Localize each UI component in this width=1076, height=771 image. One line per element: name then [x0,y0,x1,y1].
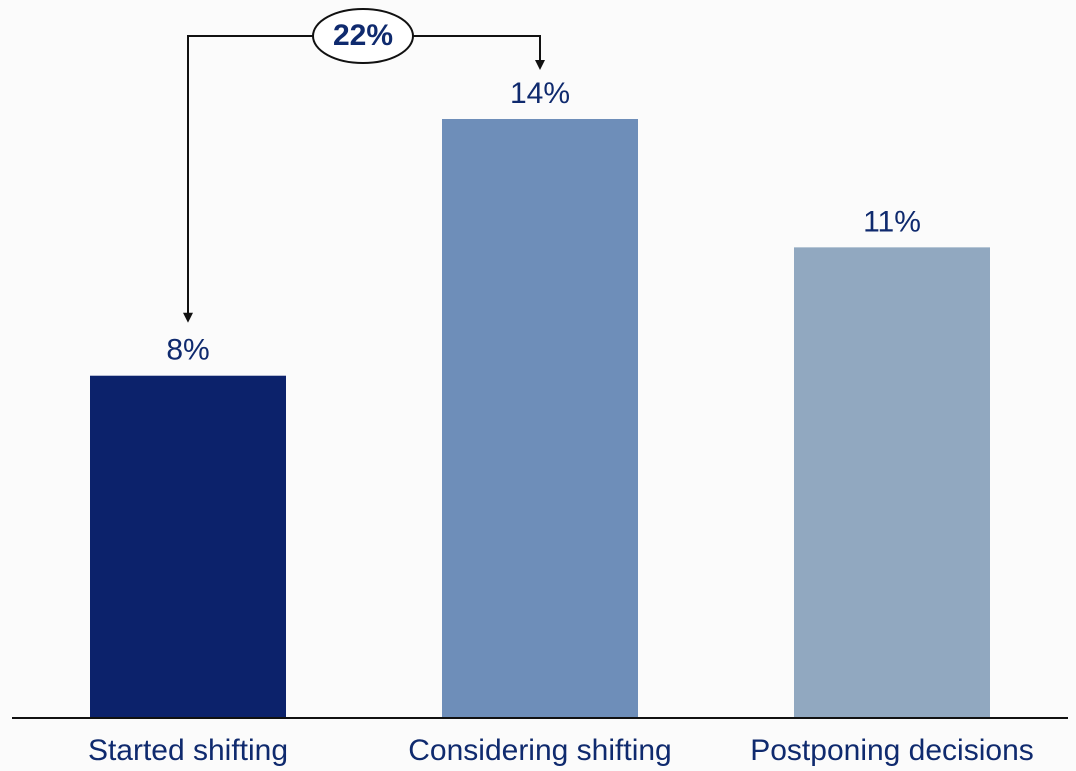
value-label-postponing-decisions: 11% [863,205,921,238]
bar-started-shifting [90,375,286,718]
bars-layer [90,119,990,718]
bar-postponing-decisions [794,247,990,718]
category-label-considering-shifting: Considering shifting [408,734,671,767]
value-label-started-shifting: 8% [166,334,209,367]
annotation-connector [183,35,338,323]
annotation-value: 22% [333,19,393,52]
change-annotation: 22% [183,8,545,323]
bar-considering-shifting [442,119,638,718]
annotation-connector-right [388,35,545,70]
value-label-considering-shifting: 14% [510,77,570,110]
category-label-started-shifting: Started shifting [88,734,288,767]
labels-layer: 8% Started shifting 14% Considering shiftin… [88,77,1034,767]
category-label-postponing-decisions: Postponing decisions [750,734,1034,767]
annotation-bubble [312,8,414,64]
